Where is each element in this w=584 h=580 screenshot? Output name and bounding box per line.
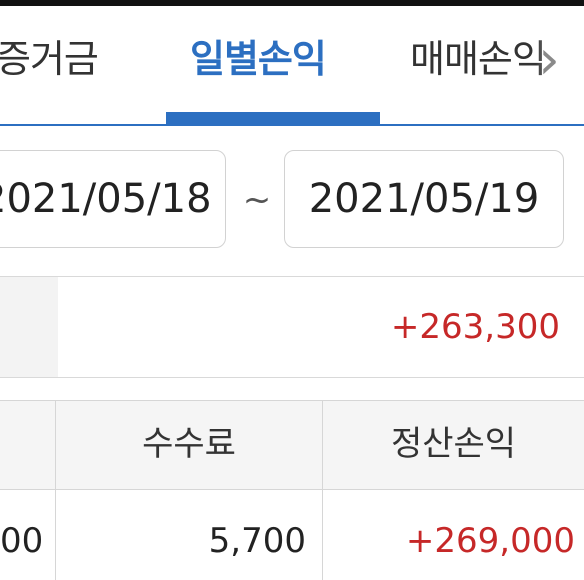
column-divider	[55, 400, 56, 580]
active-tab-indicator	[166, 112, 380, 124]
pnl-table: 수수료 정산손익 00 5,700 +269,000	[0, 400, 584, 580]
cell-fee: 5,700	[208, 521, 306, 561]
start-date-field[interactable]: 2021/05/18	[0, 150, 226, 248]
table-header: 수수료 정산손익	[0, 400, 584, 490]
cell-settlement-pnl: +269,000	[405, 521, 575, 561]
chevron-right-icon[interactable]: ›	[538, 28, 560, 91]
column-divider	[322, 400, 323, 580]
header-settlement-pnl: 정산손익	[390, 424, 517, 464]
date-range-separator: ~	[242, 180, 272, 220]
summary-row: +263,300	[0, 276, 584, 378]
status-bar-edge	[0, 0, 584, 6]
summary-label-cell	[0, 277, 58, 377]
tab-margin[interactable]: 증거금	[0, 37, 99, 81]
end-date-field[interactable]: 2021/05/19	[284, 150, 564, 248]
header-fee: 수수료	[142, 424, 236, 464]
tab-underline	[0, 124, 584, 126]
tab-daily-pnl[interactable]: 일별손익	[190, 37, 327, 81]
tab-scroll-fade	[536, 6, 584, 124]
tab-trade-pnl[interactable]: 매매손익	[410, 37, 547, 81]
tab-bar: 증거금 일별손익 매매손익 ›	[0, 6, 584, 124]
cell-partial: 00	[0, 521, 44, 561]
total-pnl-value: +263,300	[390, 307, 560, 347]
